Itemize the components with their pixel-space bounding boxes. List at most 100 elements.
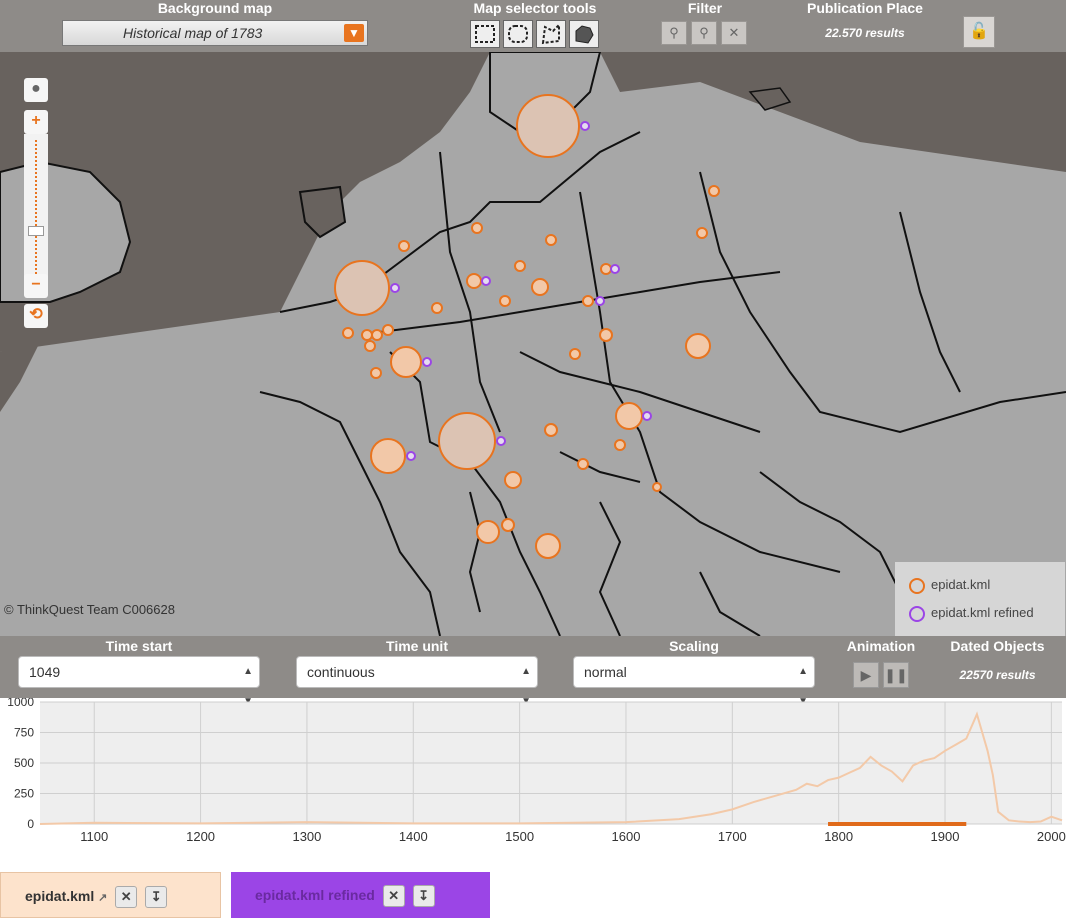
region-select-icon (575, 25, 594, 44)
x-tick-label: 1600 (612, 829, 641, 844)
magnifier-icon: ⚲ (669, 25, 679, 40)
play-button[interactable]: ▶ (853, 662, 879, 688)
x-tick-label: 1200 (186, 829, 215, 844)
marker-large[interactable] (516, 94, 580, 158)
close-icon[interactable]: ✕ (115, 886, 138, 909)
region-select-tool[interactable] (569, 20, 599, 48)
marker-small[interactable] (531, 278, 549, 296)
rectangle-select-icon (475, 25, 495, 43)
lock-icon: 🔓 (969, 23, 989, 40)
marker-large[interactable] (438, 412, 496, 470)
series-line-0 (39, 711, 1063, 825)
marker-medium[interactable] (390, 346, 422, 378)
chevron-down-icon[interactable]: ▼ (344, 24, 364, 42)
tab-epidat[interactable]: epidat.kml ↗ ✕ ↧ (0, 872, 221, 918)
x-tick-label: 1800 (824, 829, 853, 844)
timeline-chart[interactable]: 0 250 500 750 1000 1100 1200 1300 1400 1500 1600 17… (0, 695, 1066, 848)
marker-medium[interactable] (535, 533, 561, 559)
close-icon: ✕ (728, 25, 740, 40)
border-lines (259, 131, 1066, 636)
magnifier-minus-icon: ⚲ (699, 25, 709, 40)
pan-button[interactable]: ● (24, 78, 48, 102)
orange-ring-icon (909, 577, 925, 594)
external-link-icon[interactable]: ↗ (98, 892, 108, 904)
zoom-slider-track[interactable] (24, 134, 48, 284)
map-view[interactable]: ● + − ⟲ © ThinkQuest Team C006628 epidat… (0, 52, 1066, 636)
small-markers[interactable] (342, 185, 720, 492)
tab-label: epidat.kml (25, 888, 95, 904)
refined-markers[interactable] (390, 121, 652, 461)
top-toolbar: Background map Historical map of 1783 ▼ … (0, 0, 1066, 52)
marker-small[interactable] (466, 273, 482, 289)
legend-item-epidat: epidat.kml (909, 576, 990, 594)
play-icon: ▶ (860, 667, 872, 683)
marker-small[interactable] (501, 518, 515, 532)
map-canvas[interactable] (0, 52, 1066, 636)
background-map-value: Historical map of 1783 (123, 25, 263, 41)
polygon-select-tool[interactable] (536, 20, 566, 48)
map-selector-heading: Map selector tools (473, 0, 597, 16)
pause-button[interactable]: ❚❚ (883, 662, 909, 688)
x-tick-label: 1900 (931, 829, 960, 844)
zoom-slider-handle[interactable] (28, 226, 44, 236)
zoom-out-button[interactable]: − (24, 274, 48, 298)
marker-medium[interactable] (685, 333, 711, 359)
timeline-chart-svg[interactable]: 0 250 500 750 1000 1100 1200 1300 1400 1500 1600 17… (0, 695, 1066, 848)
download-icon[interactable]: ↧ (145, 886, 168, 909)
scaling-heading: Scaling (669, 638, 719, 654)
baltic-area (0, 52, 1066, 172)
legend-label: epidat.kml (931, 577, 991, 592)
tab-label: epidat.kml refined (255, 887, 375, 903)
dated-objects-heading: Dated Objects (950, 638, 1045, 654)
rectangle-select-tool[interactable] (470, 20, 500, 48)
tab-epidat-refined[interactable]: epidat.kml refined ✕ ↧ (231, 872, 490, 918)
dot-icon: ● (31, 80, 41, 97)
marker-small[interactable] (504, 471, 522, 489)
legend-label: epidat.kml refined (931, 605, 1034, 620)
x-tick-label: 1500 (505, 829, 534, 844)
background-map-heading: Background map (157, 0, 273, 16)
publication-results: 22.570 results (825, 26, 905, 40)
zeeland-sea (298, 185, 347, 239)
filter-zoom-button[interactable]: ⚲ (661, 21, 687, 45)
pause-icon: ❚❚ (884, 667, 908, 683)
x-tick-label: 2000 (1037, 829, 1066, 844)
scaling-value: normal (584, 664, 627, 680)
publication-place-heading: Publication Place (807, 0, 923, 16)
y-tick-label: 0 (27, 817, 34, 831)
close-icon[interactable]: ✕ (382, 885, 405, 908)
animation-heading: Animation (846, 638, 916, 654)
x-tick-label: 1700 (718, 829, 747, 844)
marker-large[interactable] (334, 260, 390, 316)
legend-item-refined: epidat.kml refined (909, 604, 1034, 622)
timeline-controls: Time start 1049 ▲▼ Time unit continuous … (0, 636, 1066, 707)
y-tick-label: 250 (14, 787, 34, 801)
scaling-select[interactable]: normal ▲▼ (573, 656, 815, 707)
download-icon[interactable]: ↧ (412, 885, 435, 908)
y-tick-label: 500 (14, 756, 34, 770)
time-unit-value: continuous (307, 664, 375, 680)
time-start-select[interactable]: 1049 ▲▼ (18, 656, 260, 707)
time-unit-heading: Time unit (386, 638, 448, 654)
polygon-select-icon (541, 22, 560, 45)
y-tick-label: 750 (14, 726, 34, 740)
x-tick-label: 1400 (399, 829, 428, 844)
time-start-heading: Time start (105, 638, 173, 654)
reset-view-button[interactable]: ⟲ (24, 304, 48, 328)
marker-medium[interactable] (476, 520, 500, 544)
x-tick-label: 1100 (80, 829, 108, 844)
map-copyright: © ThinkQuest Team C006628 (4, 602, 175, 617)
lock-button[interactable]: 🔓 (963, 16, 995, 48)
time-unit-select[interactable]: continuous ▲▼ (296, 656, 538, 707)
north-sea-area (0, 52, 490, 352)
purple-ring-icon (909, 605, 925, 622)
circle-select-tool[interactable] (503, 20, 533, 48)
zoom-in-button[interactable]: + (24, 110, 48, 134)
marker-medium[interactable] (370, 438, 406, 474)
filter-clear-button[interactable]: ✕ (721, 21, 747, 45)
marker-medium[interactable] (615, 402, 643, 430)
filter-heading: Filter (687, 0, 723, 16)
filter-inverse-button[interactable]: ⚲ (691, 21, 717, 45)
background-map-select[interactable]: Historical map of 1783 ▼ (62, 20, 368, 46)
channel-area (0, 342, 40, 412)
